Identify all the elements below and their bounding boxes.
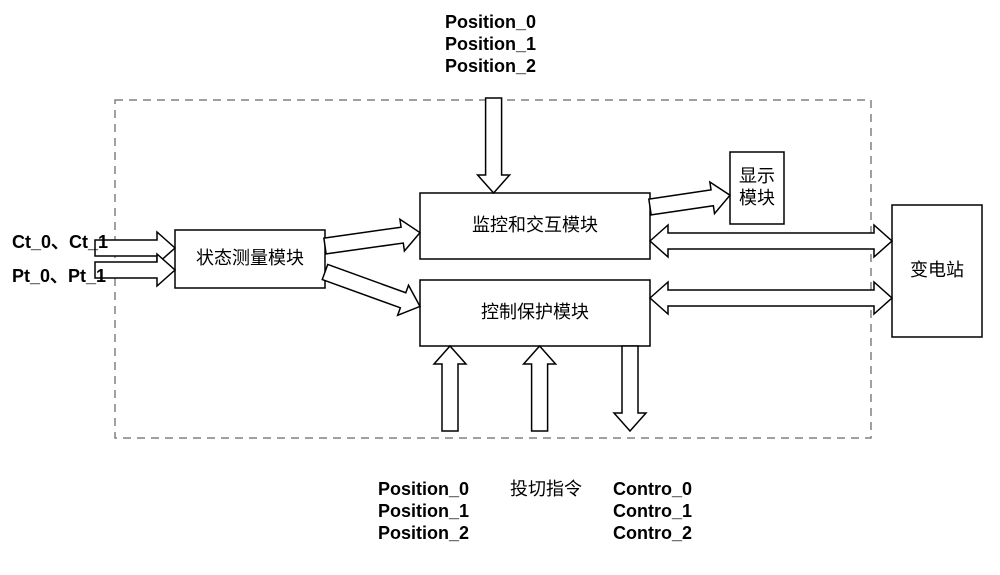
label-bottom-positions-0: Position_0: [378, 479, 469, 499]
label-top-positions-0: Position_0: [445, 12, 536, 32]
label-bottom-positions-1: Position_1: [378, 501, 469, 521]
diagram-canvas: 状态测量模块监控和交互模块控制保护模块显示模块变电站Position_0Posi…: [0, 0, 1000, 575]
label-bottom-contro-2: Contro_2: [613, 523, 692, 543]
label-bottom-switch: 投切指令: [510, 479, 582, 499]
state_measure-label: 状态测量模块: [196, 248, 304, 268]
control-label: 控制保护模块: [481, 302, 589, 322]
label-bottom-contro-1: Contro_1: [613, 501, 692, 521]
label-top-positions-2: Position_2: [445, 56, 536, 76]
label-bottom-positions-2: Position_2: [378, 523, 469, 543]
label-left-ct: Ct_0、Ct_1: [12, 232, 108, 252]
substation-label: 变电站: [910, 260, 964, 280]
display-label-0: 显示: [739, 166, 775, 186]
label-top-positions-1: Position_1: [445, 34, 536, 54]
monitor-label: 监控和交互模块: [472, 215, 598, 235]
label-bottom-contro-0: Contro_0: [613, 479, 692, 499]
label-left-pt: Pt_0、Pt_1: [12, 266, 106, 286]
display-label-1: 模块: [739, 188, 775, 208]
